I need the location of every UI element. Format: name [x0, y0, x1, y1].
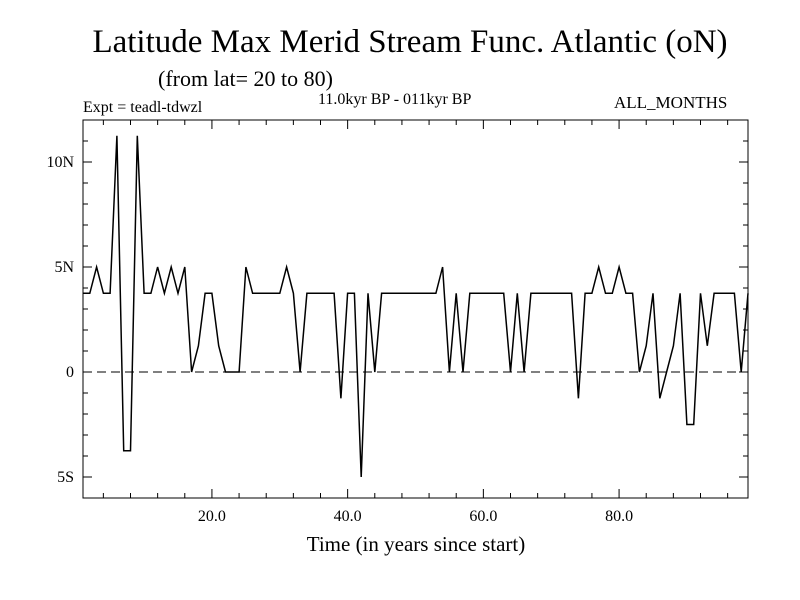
y-tick-label: 10N	[46, 154, 74, 171]
x-tick-label: 80.0	[605, 508, 633, 525]
series-line	[83, 135, 749, 478]
x-tick-label: 20.0	[198, 508, 226, 525]
y-tick-label: 0	[66, 364, 74, 381]
months-label: ALL_MONTHS	[614, 93, 728, 112]
y-tick-label: 5N	[54, 259, 74, 276]
x-axis-label: Time (in years since start)	[306, 532, 526, 556]
chart-title: Latitude Max Merid Stream Func. Atlantic…	[92, 24, 728, 60]
axis-ticks	[83, 119, 748, 499]
x-tick-label: 60.0	[469, 508, 497, 525]
plot-frame	[82, 119, 749, 499]
x-tick-label: 40.0	[334, 508, 362, 525]
tick-labels: 20.0 40.0 60.0 80.0 10N 5N 0 5S	[46, 154, 633, 525]
chart-subtitle: (from lat= 20 to 80)	[158, 66, 333, 91]
period-label: 11.0kyr BP - 011kyr BP	[318, 91, 472, 108]
y-tick-label: 5S	[57, 469, 74, 486]
experiment-label: Expt = teadl-tdwzl	[83, 99, 203, 116]
